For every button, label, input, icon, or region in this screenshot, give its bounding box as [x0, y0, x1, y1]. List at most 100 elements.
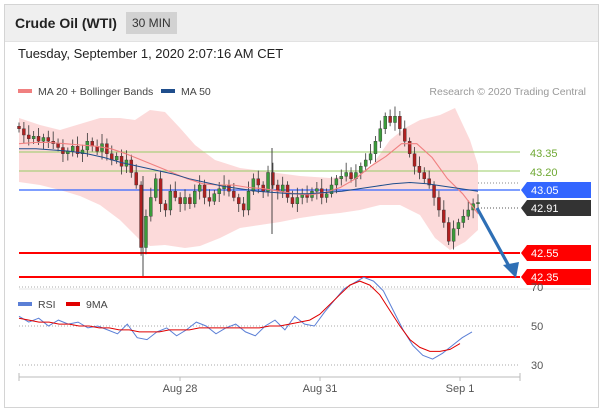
- candle-body: [461, 216, 466, 223]
- candle-body: [334, 178, 339, 186]
- chart-datetime: Tuesday, September 1, 2020 2:07:16 AM CE…: [18, 46, 284, 61]
- candle-body: [227, 184, 231, 192]
- rsi-tick-label: 30: [531, 360, 543, 372]
- candle-body: [442, 209, 446, 223]
- price-label-42-91: 42.91: [531, 203, 559, 215]
- candle-body: [27, 134, 31, 139]
- candle-body: [178, 197, 182, 204]
- candle-body: [183, 197, 187, 204]
- legend-swatch-rsi: [18, 302, 32, 306]
- candle-body: [403, 128, 407, 142]
- candle-body: [363, 159, 368, 167]
- price-label-43-35: 43.35: [530, 148, 558, 160]
- candle-body: [66, 151, 70, 154]
- price-label-42-35: 42.35: [531, 272, 559, 284]
- candle-body: [266, 172, 270, 192]
- candle-body: [456, 222, 461, 229]
- candle-body: [412, 153, 417, 167]
- candle-body: [31, 136, 36, 139]
- candle-body: [398, 116, 402, 129]
- candle-body: [202, 184, 207, 198]
- candle-body: [119, 156, 124, 167]
- candle-body: [339, 176, 343, 179]
- timeframe-badge[interactable]: 30 MIN: [126, 12, 177, 34]
- candle-body: [163, 203, 168, 211]
- legend-swatch-ma50: [161, 89, 175, 93]
- candle-body: [217, 188, 221, 194]
- candle-body: [154, 178, 158, 198]
- rsi-tick-label: 50: [531, 321, 543, 333]
- candle-body: [373, 141, 378, 154]
- candle-body: [271, 172, 275, 186]
- candle-body: [17, 126, 21, 129]
- legend-label-ma50: MA 50: [181, 86, 211, 98]
- candle-body: [241, 203, 246, 211]
- candle-body: [246, 191, 251, 211]
- candle-body: [422, 172, 427, 179]
- chart-header: Crude Oil (WTI) 30 MIN: [5, 5, 598, 42]
- candle-body: [388, 116, 392, 123]
- legend-swatch-ma20: [18, 89, 32, 93]
- x-tick-label: Aug 31: [303, 383, 338, 395]
- candle-body: [407, 141, 412, 154]
- candle-body: [207, 197, 212, 202]
- projection-arrow-shaft: [475, 207, 512, 269]
- candle-body: [144, 216, 148, 248]
- candle-body: [173, 191, 177, 198]
- candle-body: [70, 146, 75, 152]
- candle-body: [237, 197, 241, 204]
- candle-body: [188, 197, 192, 204]
- candle-body: [427, 178, 431, 186]
- candle-body: [114, 156, 119, 161]
- candle-body: [344, 172, 348, 177]
- candle-body: [36, 136, 41, 142]
- rsi-line: [18, 276, 473, 360]
- price-label-42-55-bg: [521, 245, 591, 261]
- legend-label-ma20: MA 20 + Bollinger Bands: [38, 86, 153, 98]
- candle-body: [466, 209, 470, 217]
- credit-label: Research © 2020 Trading Central: [429, 86, 586, 98]
- candle-body: [368, 153, 373, 161]
- price-label-42-55: 42.55: [531, 248, 559, 260]
- candle-body: [75, 146, 80, 154]
- candle-body: [256, 178, 260, 186]
- candle-body: [451, 228, 456, 242]
- candle-body: [134, 172, 138, 186]
- instrument-title: Crude Oil (WTI): [15, 15, 117, 31]
- candle-body: [251, 178, 256, 192]
- candle-body: [129, 159, 134, 173]
- price-label-43-05: 43.05: [531, 185, 559, 197]
- candle-body: [446, 222, 451, 242]
- price-label-43-05-bg: [521, 182, 591, 198]
- rsi-tick-label: 70: [531, 282, 543, 294]
- candle-body: [168, 191, 173, 211]
- candle-body: [41, 137, 46, 142]
- candle-body: [285, 184, 290, 198]
- legend-swatch-9ma: [66, 302, 80, 306]
- bollinger-band-fill: [19, 108, 478, 250]
- candle-body: [139, 184, 143, 248]
- candle-body: [359, 166, 363, 173]
- projection-arrow-head: [503, 262, 519, 278]
- ma50-line: [19, 148, 479, 195]
- candle-body: [324, 193, 329, 198]
- candle-body: [193, 191, 197, 204]
- candle-body: [432, 184, 436, 198]
- legend-label-rsi: RSI: [38, 299, 56, 311]
- candle-body: [290, 197, 295, 204]
- candle-body: [417, 166, 422, 173]
- candle-body: [383, 116, 387, 129]
- x-tick-label: Sep 1: [446, 383, 475, 395]
- candle-body: [212, 193, 217, 202]
- ma20-line: [18, 141, 479, 215]
- candle-body: [378, 128, 383, 142]
- candle-body: [197, 184, 202, 192]
- candle-body: [149, 197, 153, 217]
- x-tick-label: Aug 28: [163, 383, 198, 395]
- candle-body: [349, 172, 353, 179]
- price-label-42-91-bg: [521, 200, 591, 216]
- rsi-9ma-line: [18, 280, 461, 352]
- candle-body: [46, 137, 51, 142]
- candle-body: [22, 128, 26, 136]
- candle-body: [295, 197, 300, 204]
